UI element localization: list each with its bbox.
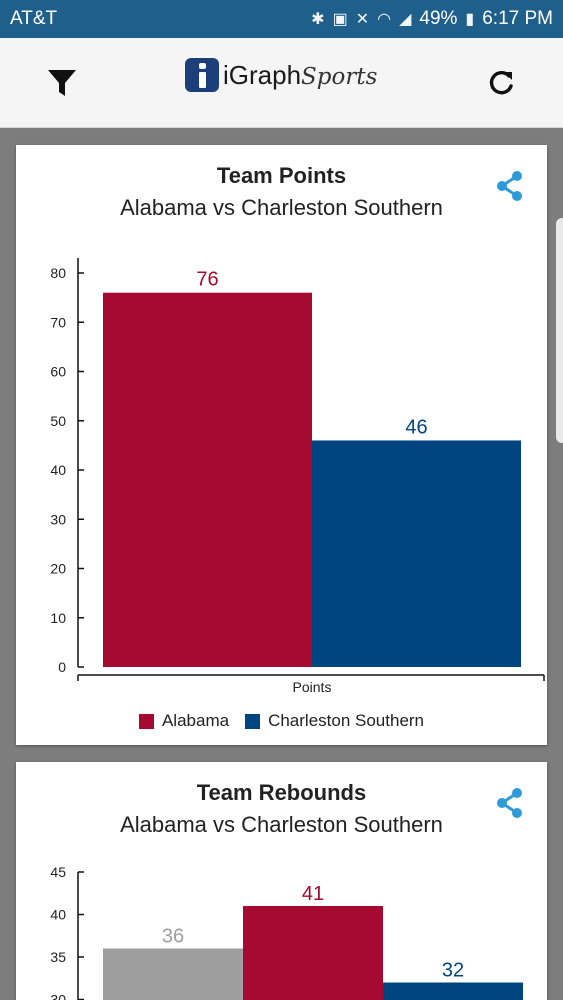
bar-value-label: 36 <box>162 926 184 948</box>
y-tick-label: 70 <box>50 314 66 330</box>
bar-value-label: 76 <box>196 269 218 291</box>
bar-charleston-southern <box>312 440 521 667</box>
filter-button[interactable] <box>44 66 80 102</box>
battery-percent: 49% <box>419 8 458 29</box>
y-tick-label: 20 <box>50 561 66 577</box>
clock: 6:17 PM <box>482 8 553 29</box>
bar-value-label: 41 <box>302 883 324 905</box>
filter-icon <box>48 70 76 96</box>
share-icon <box>497 788 522 818</box>
nfc-icon: ▣ <box>332 11 348 28</box>
bar-alabama <box>103 292 312 667</box>
app-logo: iGraphSports <box>185 58 377 92</box>
team-rebounds-card: Team Rebounds Alabama vs Charleston Sout… <box>16 762 547 1000</box>
carrier-label: AT&T <box>10 8 58 29</box>
logo-text: iGraphSports <box>223 60 377 91</box>
legend-label: Charleston Southern <box>268 711 425 730</box>
bar-charleston-southern <box>383 982 523 1000</box>
team-points-chart: 0 10 20 30 40 50 60 70 80 76 46 Points <box>50 258 545 695</box>
x-category-label: Points <box>293 679 332 695</box>
legend-swatch <box>245 713 261 729</box>
share-icon <box>497 171 522 201</box>
legend-swatch <box>138 713 154 729</box>
bar-value-label: 32 <box>442 960 464 982</box>
mute-icon: ✕ <box>355 11 370 28</box>
bar-alabama <box>243 906 383 1000</box>
signal-icon: ◢ <box>399 11 412 28</box>
y-tick-label: 45 <box>50 864 66 880</box>
y-tick-label: 50 <box>50 413 66 429</box>
share-button[interactable] <box>493 169 527 203</box>
status-right: ✱ ▣ ✕ ◠ ◢ 49% ▮ 6:17 PM <box>311 8 553 30</box>
bar-series-0 <box>103 948 243 1000</box>
status-bar: AT&T ✱ ▣ ✕ ◠ ◢ 49% ▮ 6:17 PM <box>0 0 563 38</box>
app-bar: iGraphSports <box>0 38 563 128</box>
team-points-card: Team Points Alabama vs Charleston Southe… <box>16 145 547 745</box>
scroll-edge <box>556 218 563 443</box>
legend-item-alabama: Alabama <box>138 711 230 731</box>
logo-main-text: iGraph <box>223 59 302 90</box>
y-tick-label: 10 <box>50 610 66 626</box>
bluetooth-icon: ✱ <box>311 11 325 28</box>
y-tick-label: 30 <box>50 992 66 1000</box>
refresh-button[interactable] <box>482 64 520 102</box>
logo-sub-text: Sports <box>301 63 378 90</box>
bar-value-label: 46 <box>405 416 427 438</box>
share-button[interactable] <box>493 786 527 820</box>
team-rebounds-chart: 30 35 40 45 36 41 32 <box>50 864 523 1000</box>
battery-icon: ▮ <box>465 11 475 28</box>
y-tick-label: 30 <box>50 511 66 527</box>
y-tick-label: 80 <box>50 265 66 281</box>
y-tick-label: 40 <box>50 462 66 478</box>
card-title: Team Points <box>216 163 347 188</box>
y-tick-label: 40 <box>50 907 66 923</box>
card-title: Team Rebounds <box>196 780 367 805</box>
legend-item-charleston-southern: Charleston Southern <box>245 711 424 731</box>
card-subtitle: Alabama vs Charleston Southern <box>120 812 443 837</box>
wifi-icon: ◠ <box>377 11 392 28</box>
card-subtitle: Alabama vs Charleston Southern <box>120 195 443 220</box>
y-tick-label: 60 <box>50 364 66 380</box>
y-tick-label: 0 <box>58 659 66 675</box>
chart-legend: Alabama Charleston Southern <box>16 711 547 731</box>
legend-label: Alabama <box>161 711 230 730</box>
logo-mark-icon <box>185 58 219 92</box>
refresh-icon <box>489 71 513 95</box>
y-tick-label: 35 <box>50 949 66 965</box>
